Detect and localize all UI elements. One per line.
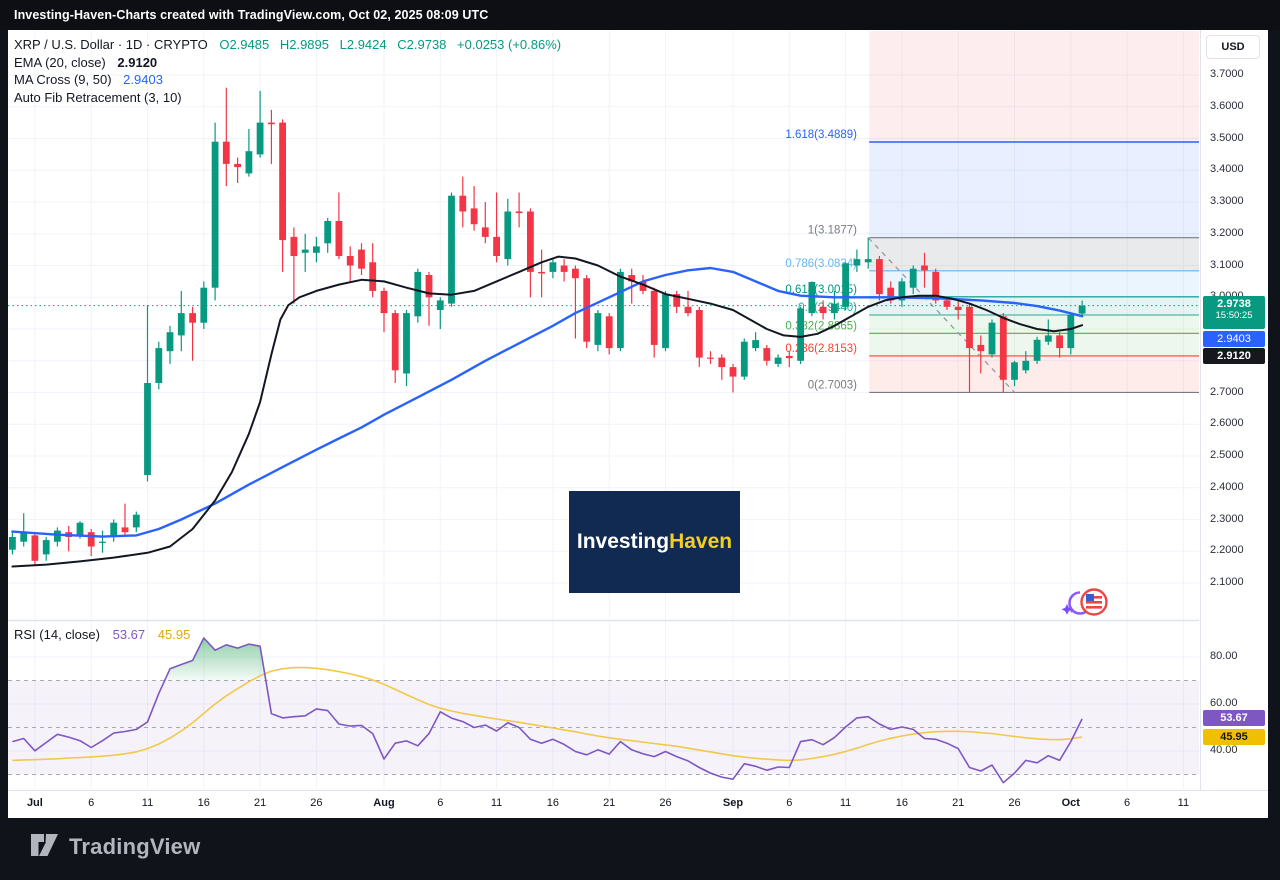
svg-text:0.382(2.8865): 0.382(2.8865) (785, 320, 857, 332)
rsi-legend-row[interactable]: RSI (14, close) 53.67 45.95 (14, 627, 190, 642)
change-value: +0.0253 (+0.86%) (457, 37, 562, 52)
rsi-ma-value: 45.95 (157, 627, 191, 642)
ema-price-badge: 2.9120 (1203, 347, 1265, 364)
rsi-tick: 40.00 (1210, 744, 1238, 756)
time-tick: 6 (437, 797, 444, 809)
investinghaven-watermark: Investing Haven (569, 491, 740, 593)
fib-name: Auto Fib Retracement (3, 10) (14, 89, 182, 105)
price-tick: 3.5000 (1210, 131, 1244, 144)
ma-price-badge: 2.9403 (1203, 330, 1265, 347)
ohlc-low: L2.9424 (339, 37, 387, 52)
last-price-badge: 2.9738 15:50:25 (1203, 295, 1265, 329)
price-tick: 3.3000 (1210, 195, 1244, 207)
time-tick: 11 (141, 797, 154, 809)
time-tick-month: Sep (722, 797, 744, 809)
rsi-tick: 80.00 (1210, 650, 1238, 662)
news-flag-icons (1058, 583, 1110, 628)
rsi-value: 53.67 (112, 627, 146, 642)
us-flag-icon (1080, 588, 1108, 616)
header-title: Investing-Haven-Charts created with Trad… (14, 8, 489, 22)
ohlc-high: H2.9895 (279, 37, 329, 52)
tradingview-logo[interactable]: TradingView (30, 833, 200, 861)
ema-name: EMA (20, close) (14, 54, 106, 70)
symbol-legend-row[interactable]: XRP / U.S. Dollar · 1D · CRYPTO O2.9485 … (14, 37, 562, 52)
watermark-text-2: Haven (669, 530, 733, 553)
rsi-ma-value-badge: 45.95 (1203, 728, 1265, 745)
chart-legend[interactable]: XRP / U.S. Dollar · 1D · CRYPTO O2.9485 … (14, 36, 561, 106)
time-tick: 6 (1124, 797, 1131, 809)
ema-legend-row[interactable]: EMA (20, close) 2.9120 (14, 54, 561, 72)
price-tick: 3.2000 (1210, 226, 1244, 239)
symbol-name: XRP / U.S. Dollar (14, 37, 115, 52)
time-tick: 21 (253, 797, 267, 809)
rsi-name: RSI (14, close) (14, 627, 100, 642)
svg-text:0.236(2.8153): 0.236(2.8153) (785, 343, 857, 355)
time-tick: 16 (895, 797, 909, 809)
time-tick: 11 (839, 797, 852, 809)
ma-cross-name: MA Cross (9, 50) (14, 72, 112, 87)
price-tick: 2.3000 (1210, 512, 1244, 525)
tradingview-mark-icon (31, 834, 58, 856)
price-tick: 2.6000 (1210, 417, 1244, 430)
svg-text:1.618(3.4889): 1.618(3.4889) (785, 129, 857, 141)
price-tick: 2.2000 (1210, 544, 1244, 557)
time-tick-month: Oct (1061, 797, 1080, 809)
exchange-label: CRYPTO (154, 37, 208, 52)
interval-label: 1D (125, 37, 143, 52)
rsi-value-badge: 53.67 (1203, 710, 1265, 727)
time-axis[interactable]: Jul 6 11 16 21 26 Aug 6 11 16 21 26 Sep 6 11 16 21 26 Oct 6… (8, 790, 1268, 818)
watermark-text-1: Investing (576, 530, 670, 553)
ma-cross-value: 2.9403 (123, 72, 163, 87)
time-tick-month: Jul (26, 797, 43, 809)
time-tick: 21 (952, 797, 965, 809)
svg-text:1(3.1877): 1(3.1877) (808, 225, 857, 237)
currency-unit-button[interactable]: USD (1206, 35, 1260, 59)
svg-text:0.786(3.0834): 0.786(3.0834) (785, 258, 857, 270)
time-tick: 16 (546, 797, 560, 809)
time-tick: 26 (310, 797, 323, 809)
time-tick: 26 (1008, 797, 1021, 809)
header-bar: Investing-Haven-Charts created with Trad… (0, 0, 1280, 30)
svg-text:0(2.7003): 0(2.7003) (808, 379, 857, 391)
price-tick: 2.7000 (1210, 385, 1244, 398)
ohlc-open: O2.9485 (219, 37, 270, 52)
price-tick: 2.4000 (1210, 480, 1244, 493)
price-tick: 3.6000 (1210, 99, 1244, 112)
ma-cross-legend-row[interactable]: MA Cross (9, 50) 2.9403 (14, 71, 561, 89)
candles (9, 87, 1086, 566)
svg-text:0.618(3.0015): 0.618(3.0015) (785, 284, 857, 296)
price-tick: 3.7000 (1210, 68, 1244, 80)
tradingview-brand-text: TradingView (69, 834, 201, 859)
ohlc-close: C2.9738 (397, 37, 447, 52)
left-black-strip (0, 30, 8, 818)
time-tick: 16 (197, 797, 210, 809)
time-tick: 21 (603, 797, 616, 809)
price-tick: 2.5000 (1210, 449, 1244, 461)
right-black-strip (1268, 30, 1280, 818)
footer-bar (0, 818, 1280, 880)
time-tick: 26 (659, 797, 672, 809)
ema-value: 2.9120 (117, 54, 158, 70)
rsi-tick: 60.00 (1210, 697, 1238, 709)
time-tick: 11 (1177, 797, 1190, 809)
time-tick: 6 (786, 797, 793, 809)
fib-legend-row[interactable]: Auto Fib Retracement (3, 10) (14, 89, 561, 107)
time-tick: 6 (88, 797, 95, 809)
price-tick: 3.4000 (1210, 163, 1244, 176)
price-tick: 3.1000 (1210, 258, 1244, 271)
time-tick-month: Aug (373, 797, 395, 809)
price-tick: 2.1000 (1210, 576, 1244, 588)
time-tick: 11 (490, 797, 503, 809)
price-axis[interactable]: 3.7000 3.6000 3.5000 3.4000 3.3000 3.2000 3.10… (1200, 30, 1268, 790)
